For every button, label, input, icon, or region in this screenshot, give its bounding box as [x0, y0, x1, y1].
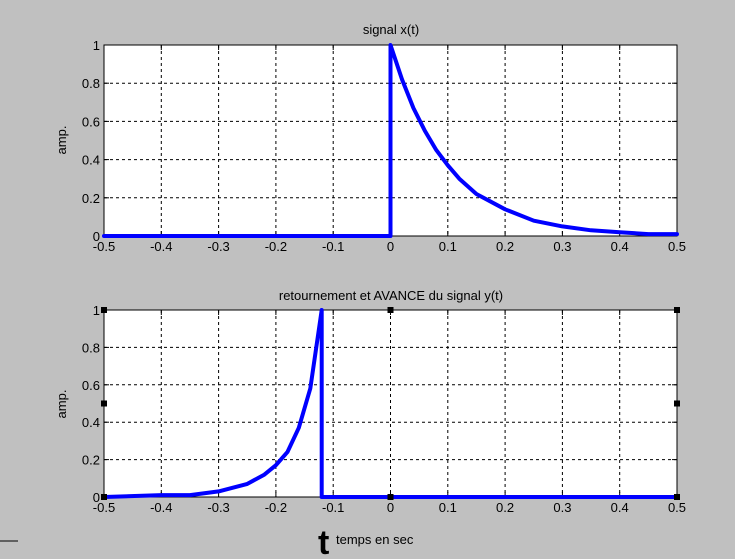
- bottom-x-tick-label: 0.2: [496, 500, 514, 515]
- bottom-y-tick-label: 0.6: [82, 378, 100, 393]
- selection-handle: [101, 307, 107, 313]
- top-y-axis-label: amp.: [54, 126, 69, 155]
- bottom-x-tick-label: -0.4: [150, 500, 172, 515]
- bottom-x-tick-label: 0.3: [553, 500, 571, 515]
- top-x-tick-label: 0.4: [611, 239, 629, 254]
- bottom-x-tick-label: 0.5: [668, 500, 686, 515]
- bottom-y-tick-label: 0.2: [82, 453, 100, 468]
- bottom-grid: [104, 310, 677, 497]
- selection-handle: [674, 307, 680, 313]
- top-x-tick-label: -0.3: [207, 239, 229, 254]
- top-x-tick-label: 0.3: [553, 239, 571, 254]
- top-x-tick-label: 0.5: [668, 239, 686, 254]
- bottom-x-axis-label: temps en sec: [336, 532, 414, 547]
- bottom-x-tick-label: 0: [387, 500, 394, 515]
- top-x-tick-label: 0: [387, 239, 394, 254]
- bottom-x-tick-label: -0.3: [207, 500, 229, 515]
- bottom-y-tick-label: 0: [93, 490, 100, 505]
- top-x-tick-label: -0.5: [93, 239, 115, 254]
- selection-handle: [674, 494, 680, 500]
- top-x-tick-label: 0.2: [496, 239, 514, 254]
- selection-handle: [101, 494, 107, 500]
- top-y-tick-label: 0.2: [82, 191, 100, 206]
- t-annotation: t: [318, 524, 329, 559]
- top-chart-title: signal x(t): [363, 22, 419, 37]
- top-y-tick-label: 0.4: [82, 153, 100, 168]
- top-y-tick-label: 0.8: [82, 76, 100, 91]
- bottom-axes: retournement et AVANCE du signal y(t) -0…: [54, 288, 686, 559]
- top-ticks: -0.5 -0.4 -0.3 -0.2 -0.1 0 0.1 0.2 0.3 0.4 0.5 0 0.2…: [82, 38, 686, 254]
- top-x-tick-label: -0.4: [150, 239, 172, 254]
- top-axes: signal x(t) -0.5 -0.4 -0.3 -0.2 -0.1 0 0.1 0.2 0…: [54, 22, 686, 254]
- top-y-tick-label: 0: [93, 229, 100, 244]
- bottom-y-tick-label: 0.8: [82, 340, 100, 355]
- top-x-tick-label: -0.1: [322, 239, 344, 254]
- bottom-x-tick-label: -0.1: [322, 500, 344, 515]
- selection-handles: [101, 307, 680, 500]
- top-x-tick-label: -0.2: [265, 239, 287, 254]
- top-y-tick-label: 0.6: [82, 114, 100, 129]
- selection-handle: [387, 494, 394, 500]
- bottom-series: [102, 308, 679, 499]
- top-x-tick-label: 0.1: [439, 239, 457, 254]
- bottom-x-tick-label: -0.5: [93, 500, 115, 515]
- bottom-y-tick-label: 0.4: [82, 415, 100, 430]
- bottom-signal-line: [102, 308, 679, 499]
- selection-handle: [674, 400, 680, 407]
- selection-handle: [387, 307, 394, 313]
- bottom-x-tick-label: -0.2: [265, 500, 287, 515]
- bottom-chart-title: retournement et AVANCE du signal y(t): [279, 288, 503, 303]
- top-series: [102, 43, 679, 238]
- top-signal-line: [102, 43, 679, 238]
- bottom-x-tick-label: 0.4: [611, 500, 629, 515]
- bottom-x-tick-label: 0.1: [439, 500, 457, 515]
- selection-handle: [101, 400, 107, 407]
- bottom-y-tick-label: 1: [93, 303, 100, 318]
- bottom-y-axis-label: amp.: [54, 390, 69, 419]
- top-y-tick-label: 1: [93, 38, 100, 53]
